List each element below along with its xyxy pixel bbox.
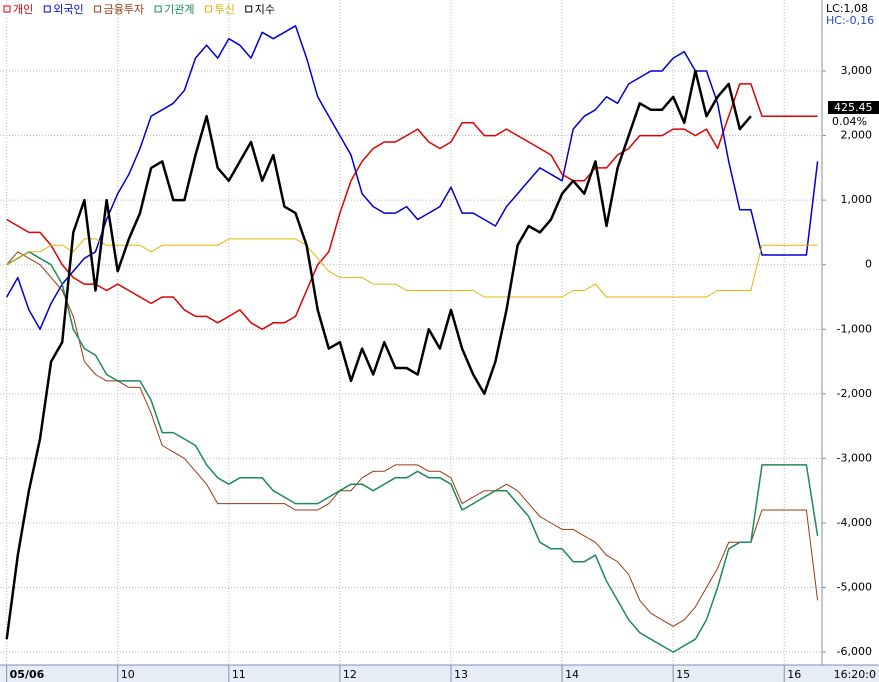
y-tick-label: -4,000 <box>837 516 872 529</box>
series-line <box>6 251 819 653</box>
legend-label: 기관계 <box>164 3 194 16</box>
series-line <box>6 25 819 331</box>
x-end-label: 16:20:0 <box>834 668 876 681</box>
lc-label: LC:1,08 <box>826 2 868 15</box>
legend-label: 외국인 <box>53 3 83 16</box>
y-tick-label: -6,000 <box>837 645 872 658</box>
x-tick-label: 15 <box>676 668 690 681</box>
x-tick-label: 12 <box>343 668 357 681</box>
x-tick-label: 05/06 <box>10 668 45 681</box>
y-tick-label: -3,000 <box>837 451 872 464</box>
series-line <box>6 251 819 627</box>
y-tick-label: 0 <box>865 258 872 271</box>
legend-label: 지수 <box>255 3 275 16</box>
y-tick-label: -1,000 <box>837 322 872 335</box>
y-tick-label: 3,000 <box>841 64 873 77</box>
x-tick-label: 10 <box>121 668 135 681</box>
x-axis-panel <box>0 665 879 682</box>
x-tick-label: 14 <box>565 668 579 681</box>
price-tag <box>828 101 879 114</box>
legend-label: 개인 <box>13 3 33 16</box>
legend-swatch <box>154 5 162 13</box>
y-tick-label: 2,000 <box>841 129 873 142</box>
y-tick-label: -2,000 <box>837 387 872 400</box>
series-line <box>6 83 818 331</box>
x-tick-label: 16 <box>787 668 801 681</box>
legend-swatch <box>245 5 253 13</box>
legend-label: 금융투자 <box>104 3 144 16</box>
legend-swatch <box>43 5 51 13</box>
y-tick-label: -5,000 <box>837 581 872 594</box>
y-tick-label: 1,000 <box>841 193 873 206</box>
legend-swatch <box>204 5 212 13</box>
last-change: 0.04% <box>832 115 867 128</box>
series-line <box>5 69 752 640</box>
last-price: 425.45 <box>834 101 873 114</box>
hc-label: HC:-0,16 <box>826 14 874 27</box>
legend-label: 투신 <box>214 3 234 16</box>
legend-swatch <box>94 5 102 13</box>
series-line <box>6 238 818 298</box>
x-tick-label: 13 <box>454 668 468 681</box>
legend-swatch <box>3 5 11 13</box>
x-tick-label: 11 <box>232 668 246 681</box>
